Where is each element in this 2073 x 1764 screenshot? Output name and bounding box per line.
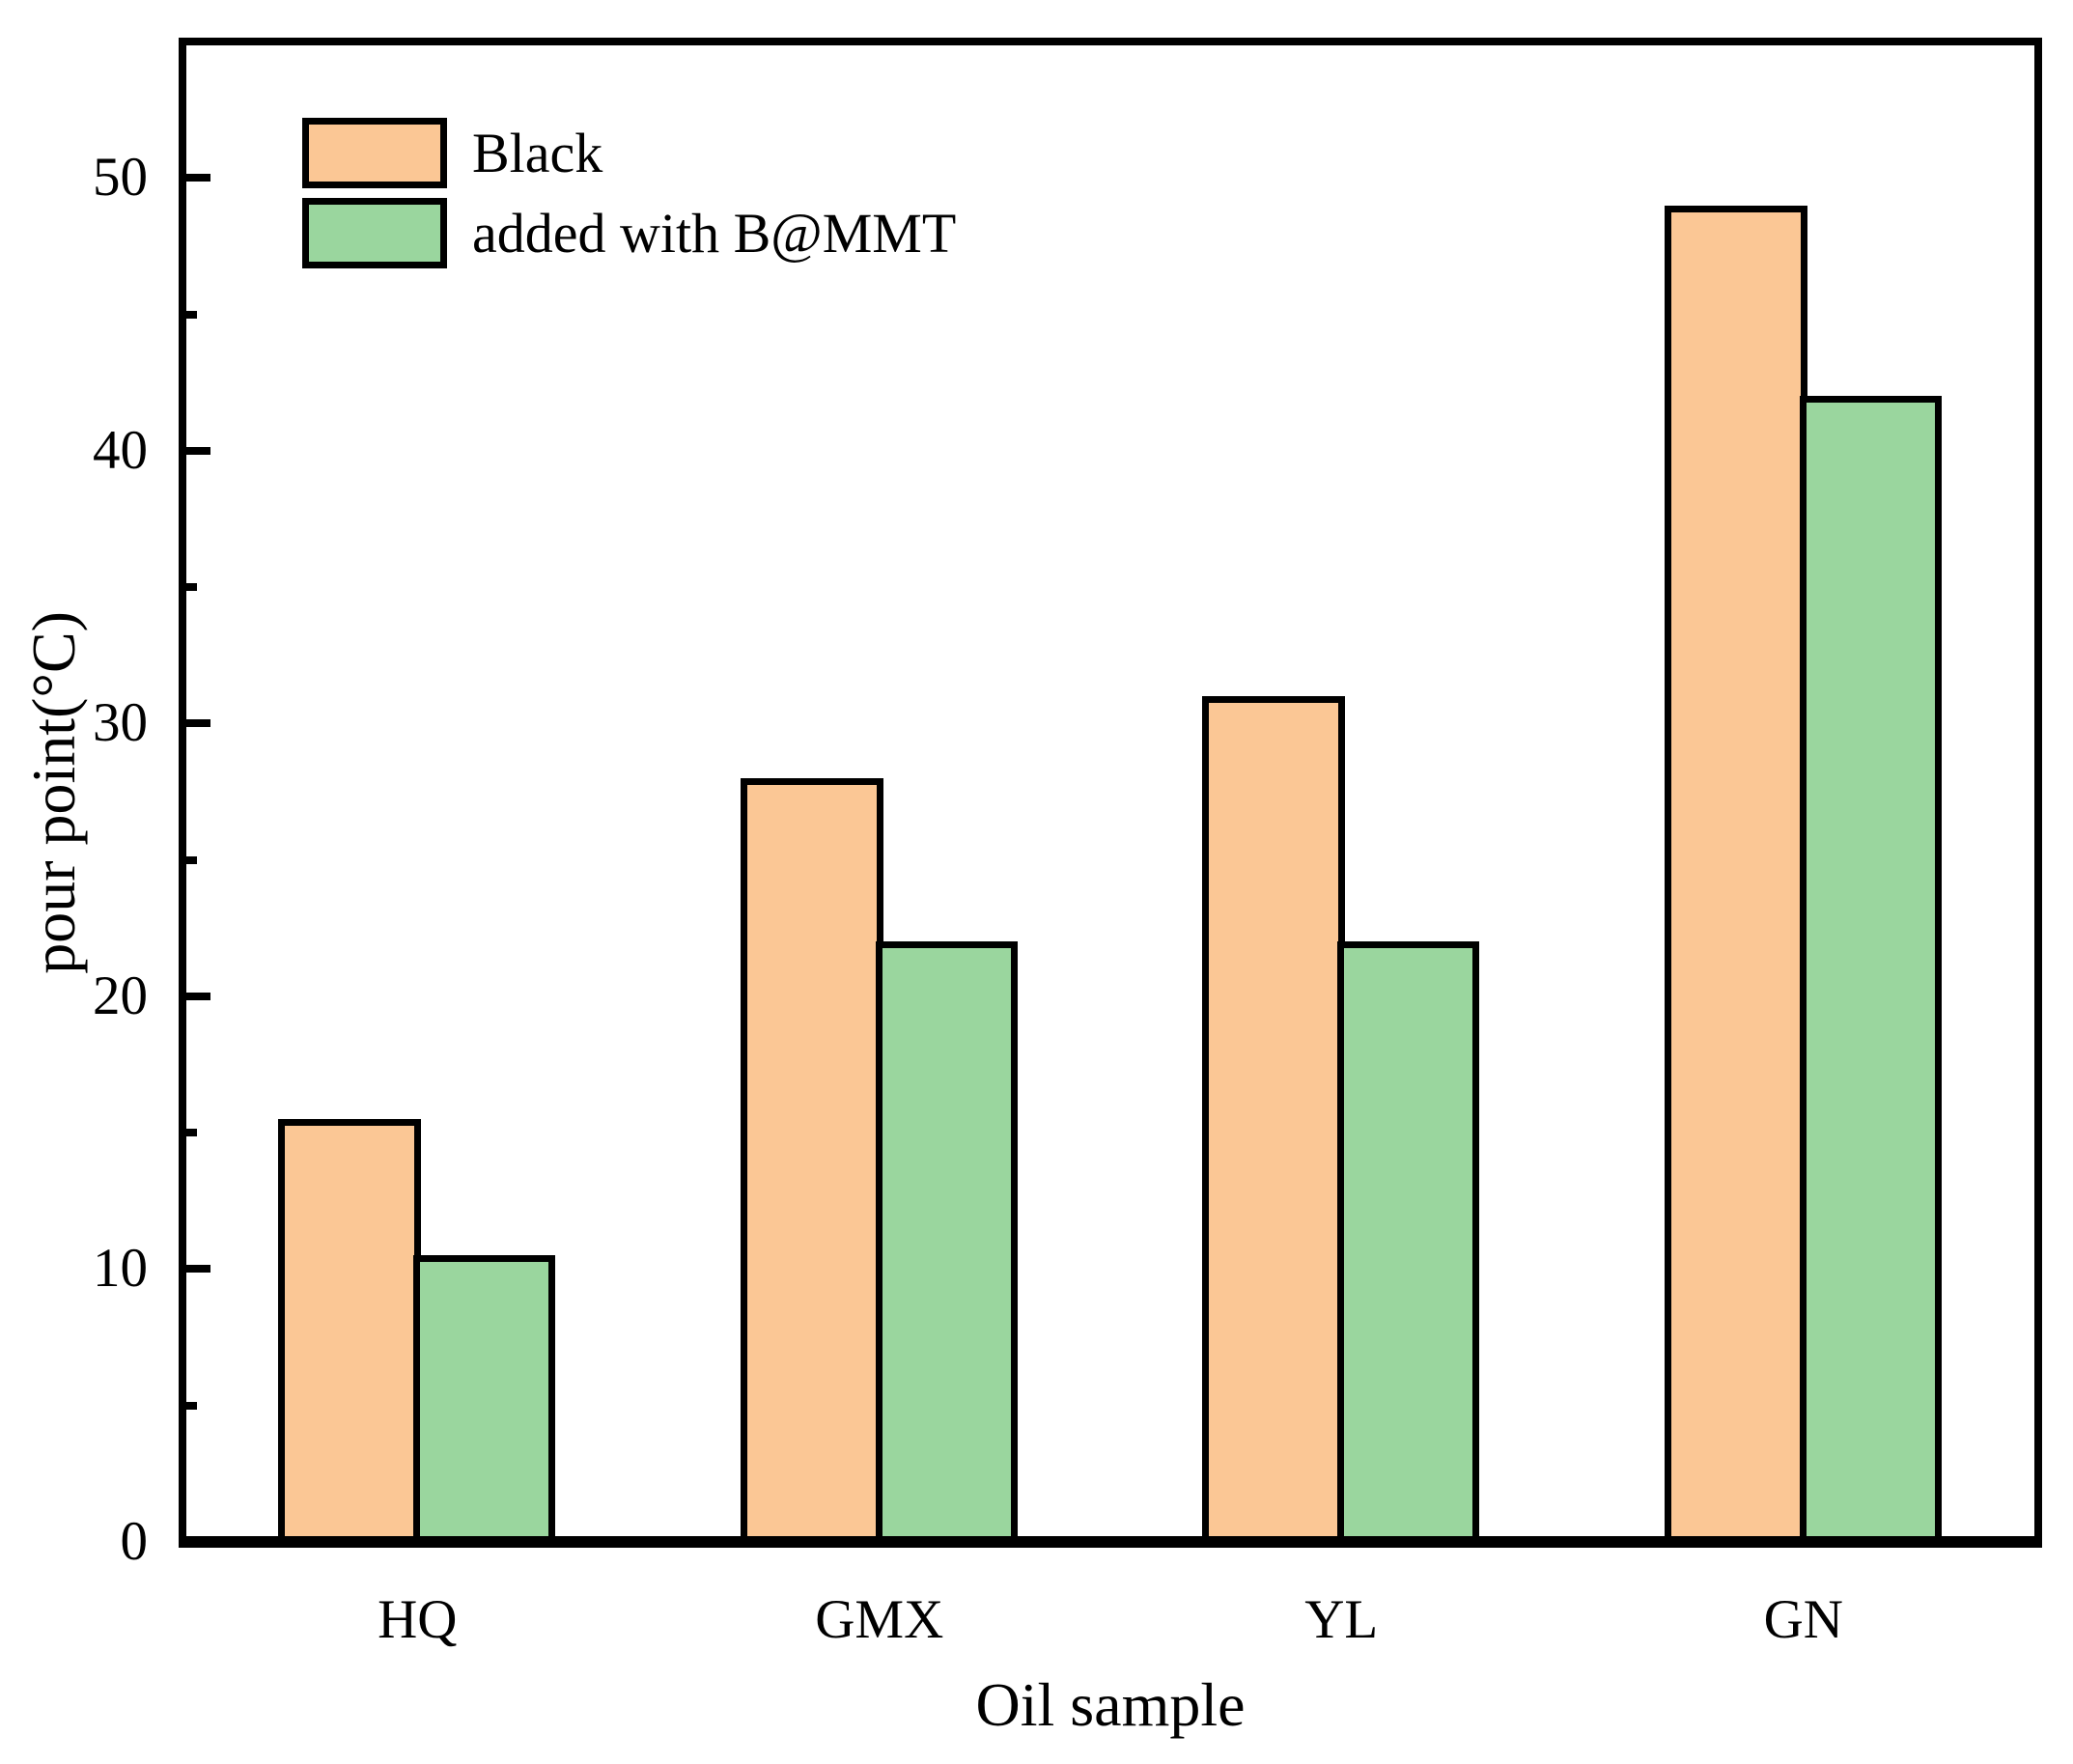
y-major-tick-30 [186,719,210,728]
x-tick-label-gn: GN [1763,1589,1843,1650]
x-tick-label-yl: YL [1304,1589,1379,1650]
y-major-tick-40 [186,446,210,455]
y-minor-tick-15 [186,1129,197,1137]
y-axis-title: pour point(°C) [19,611,88,974]
bar-black-gmx [740,777,883,1548]
y-axis-title-wrap: pour point(°C) [0,38,108,1548]
x-tick-label-gmx: GMX [815,1589,944,1650]
y-major-tick-20 [186,992,210,1000]
legend-swatch-added-with-bmmt [302,198,447,268]
bar-added-with-b-mmt-hq [413,1255,556,1548]
y-tick-label-0: 0 [120,1511,149,1572]
bar-black-hq [278,1119,422,1548]
y-minor-tick-35 [186,583,197,592]
bar-added-with-b-mmt-yl [1337,941,1480,1548]
bar-black-yl [1202,696,1346,1548]
legend-item-added-with-bmmt: added with B@MMT [302,198,956,268]
y-tick-label-30: 30 [93,692,148,754]
y-major-tick-50 [186,174,210,182]
y-major-tick-0 [186,1538,210,1546]
legend-label-black: Black [472,122,603,184]
y-tick-label-10: 10 [93,1238,148,1300]
legend-swatch-black [302,118,447,188]
bar-black-gn [1664,205,1807,1548]
y-tick-label-50: 50 [93,147,148,209]
x-tick-label-hq: HQ [378,1589,458,1650]
y-major-tick-10 [186,1265,210,1274]
legend-item-black: Black [302,118,956,188]
bar-added-with-b-mmt-gmx [875,941,1018,1548]
x-axis-title: Oil sample [975,1670,1246,1739]
y-tick-label-20: 20 [93,965,148,1026]
y-minor-tick-5 [186,1401,197,1410]
bar-added-with-b-mmt-gn [1799,396,1942,1548]
y-tick-label-40: 40 [93,419,148,481]
legend-label-added-with-bmmt: added with B@MMT [472,202,957,265]
legend: Black added with B@MMT [302,118,956,268]
y-minor-tick-25 [186,855,197,864]
y-minor-tick-45 [186,310,197,319]
